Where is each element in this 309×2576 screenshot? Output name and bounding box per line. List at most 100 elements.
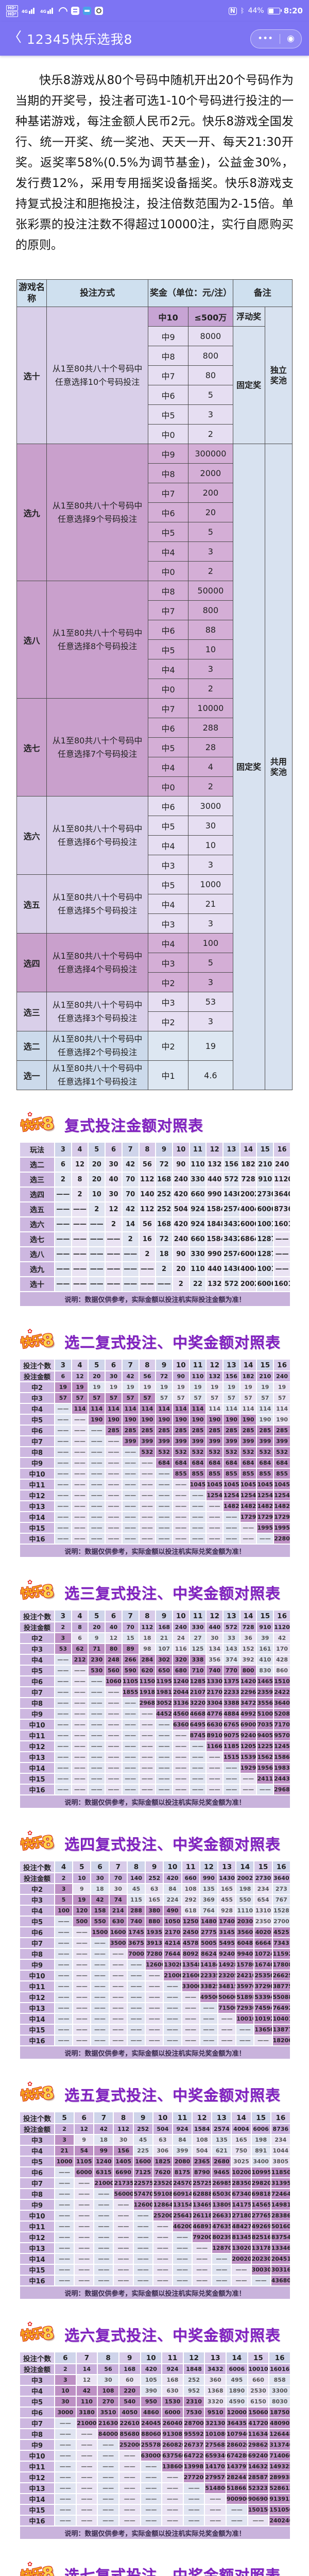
value-cell: 53394 [253, 1991, 273, 2003]
col-header: 12 [192, 2111, 213, 2124]
hit-level: 中5 [147, 737, 189, 757]
row-label: 中15 [19, 1522, 55, 1534]
value-cell: 18 [93, 2134, 114, 2146]
value-cell: 410 [256, 1654, 274, 1666]
bet-amount-cell: 156 [222, 1370, 241, 1382]
value-cell: 53 [54, 1643, 72, 1655]
section-title: 选七复式投注、中奖金额对照表 [64, 2567, 281, 2576]
value-cell: 14184 [199, 1959, 218, 1971]
prize-amount: 800 [188, 600, 233, 620]
col-header: 14 [239, 1359, 258, 1371]
value-cell: —— [93, 2242, 114, 2254]
value-cell: —— [108, 2002, 128, 2014]
value-cell: 1330 [205, 1675, 224, 1687]
hit-level: 中5 [147, 639, 189, 659]
value-cell: —— [105, 1246, 123, 1262]
value-cell: 6630 [205, 1719, 224, 1731]
value-cell: —— [161, 2482, 184, 2494]
value-cell: —— [105, 1719, 123, 1731]
value-cell: 440 [205, 1172, 224, 1188]
value-cell: 1584 [205, 1231, 224, 1247]
value-cell: —— [171, 1784, 190, 1795]
value-cell: 57 [171, 1392, 190, 1404]
value-cell: 1729 [256, 1511, 274, 1523]
bet-amount-cell: 30 [105, 1370, 123, 1382]
data-row: 中5 —— —— 530 560 590 620 650 680 710 740 770 800 830 8… [19, 1665, 291, 1676]
value-cell: —— [211, 2264, 232, 2276]
value-cell: —— [155, 1522, 173, 1534]
data-row: 中7 —— —— —— —— 399 399 399 399 399 399 399 399 399 399 [19, 1435, 291, 1447]
value-cell: 110 [188, 1157, 207, 1173]
rules-row: 中3 5 [17, 953, 293, 973]
value-cell: —— [75, 2450, 98, 2462]
value-cell: —— [138, 1730, 157, 1741]
value-cell: 284 [138, 1654, 157, 1666]
row-label: 选八 [19, 1246, 55, 1262]
hit-level: 中4 [147, 541, 189, 562]
value-cell: —— [138, 1719, 157, 1731]
more-button[interactable]: ••• [258, 33, 273, 44]
value-cell: 90 [171, 1246, 190, 1262]
row-label: 中12 [19, 1489, 55, 1501]
back-button[interactable]: 〈 [8, 30, 22, 45]
hit-level: 中7 [147, 483, 189, 503]
close-button[interactable]: ◉ [287, 33, 295, 44]
bet-amount-row: 投注金额 2 14 56 168 420 924 1848 3432 6006 10010 16016 [19, 2363, 291, 2375]
value-cell: 143 [222, 1643, 241, 1655]
value-cell: —— [108, 1948, 128, 1960]
value-cell: —— [54, 1980, 74, 1992]
value-cell: 275688 [204, 2439, 227, 2451]
value-cell: 500 [72, 1916, 92, 1927]
value-cell: —— [71, 1511, 89, 1523]
value-cell: 19 [71, 1381, 89, 1393]
value-cell: 1240 [171, 1675, 190, 1687]
value-cell: 190 [138, 1414, 157, 1426]
bet-amount-cell: 140 [126, 1872, 146, 1884]
rules-row: 中0 2 [17, 679, 293, 699]
value-cell: —— [90, 1959, 110, 1971]
value-cell: 4214 [163, 1937, 182, 1949]
row-label: 中4 [19, 1403, 55, 1415]
value-cell: 134 [205, 1643, 224, 1655]
hit-level: 中8 [147, 581, 189, 601]
value-cell: 1463220 [247, 2461, 270, 2472]
value-cell: 1405 [113, 2156, 134, 2167]
value-cell: 12870 [256, 1246, 274, 1262]
value-cell: 6690 [113, 2166, 134, 2178]
value-cell: —— [140, 2461, 163, 2472]
value-cell: 2350 [253, 1916, 273, 1927]
col-header: 3 [54, 1609, 72, 1622]
value-cell: 2 [105, 1216, 123, 1232]
value-cell: 2002000 [231, 2253, 252, 2265]
bet-amount-cell: 112 [138, 1621, 157, 1633]
value-cell: —— [121, 1697, 140, 1709]
value-cell: 5208 [273, 1708, 291, 1720]
row-label: 中9 [19, 1708, 55, 1720]
col-header: 12 [199, 1860, 218, 1873]
value-cell: 115 [126, 1894, 146, 1906]
value-cell: 91308 [161, 2428, 184, 2440]
value-cell: —— [105, 1751, 123, 1763]
value-cell: 3136 [171, 1697, 190, 1709]
hit-level: 中6 [147, 502, 189, 522]
rules-row: 中4 10 [17, 835, 293, 855]
value-cell: 140 [138, 1187, 157, 1202]
game-name: 选七 [16, 698, 47, 796]
value-cell: 19 [273, 1381, 291, 1393]
value-cell: 9570 [273, 1730, 291, 1741]
value-cell: 252 [182, 2374, 205, 2386]
value-cell: —— [121, 1784, 140, 1795]
value-cell: 22 [188, 1276, 207, 1292]
hit-level: 中0 [147, 561, 189, 581]
row-label: 选九 [19, 1261, 55, 1277]
data-row: 中14——————————————————————192921956519838 [19, 1762, 291, 1774]
prize-amount: 50000 [188, 581, 233, 601]
row-label: 中12 [19, 1991, 55, 2003]
value-cell: 19292 [239, 1762, 258, 1774]
value-cell: 145656 [250, 2199, 271, 2211]
value-cell: 19 [205, 1381, 224, 1393]
hit-level: 中4 [147, 933, 189, 953]
value-cell: 12254 [256, 1740, 274, 1752]
value-cell: —— [54, 2024, 74, 2036]
prize-amount: 28 [188, 737, 233, 757]
